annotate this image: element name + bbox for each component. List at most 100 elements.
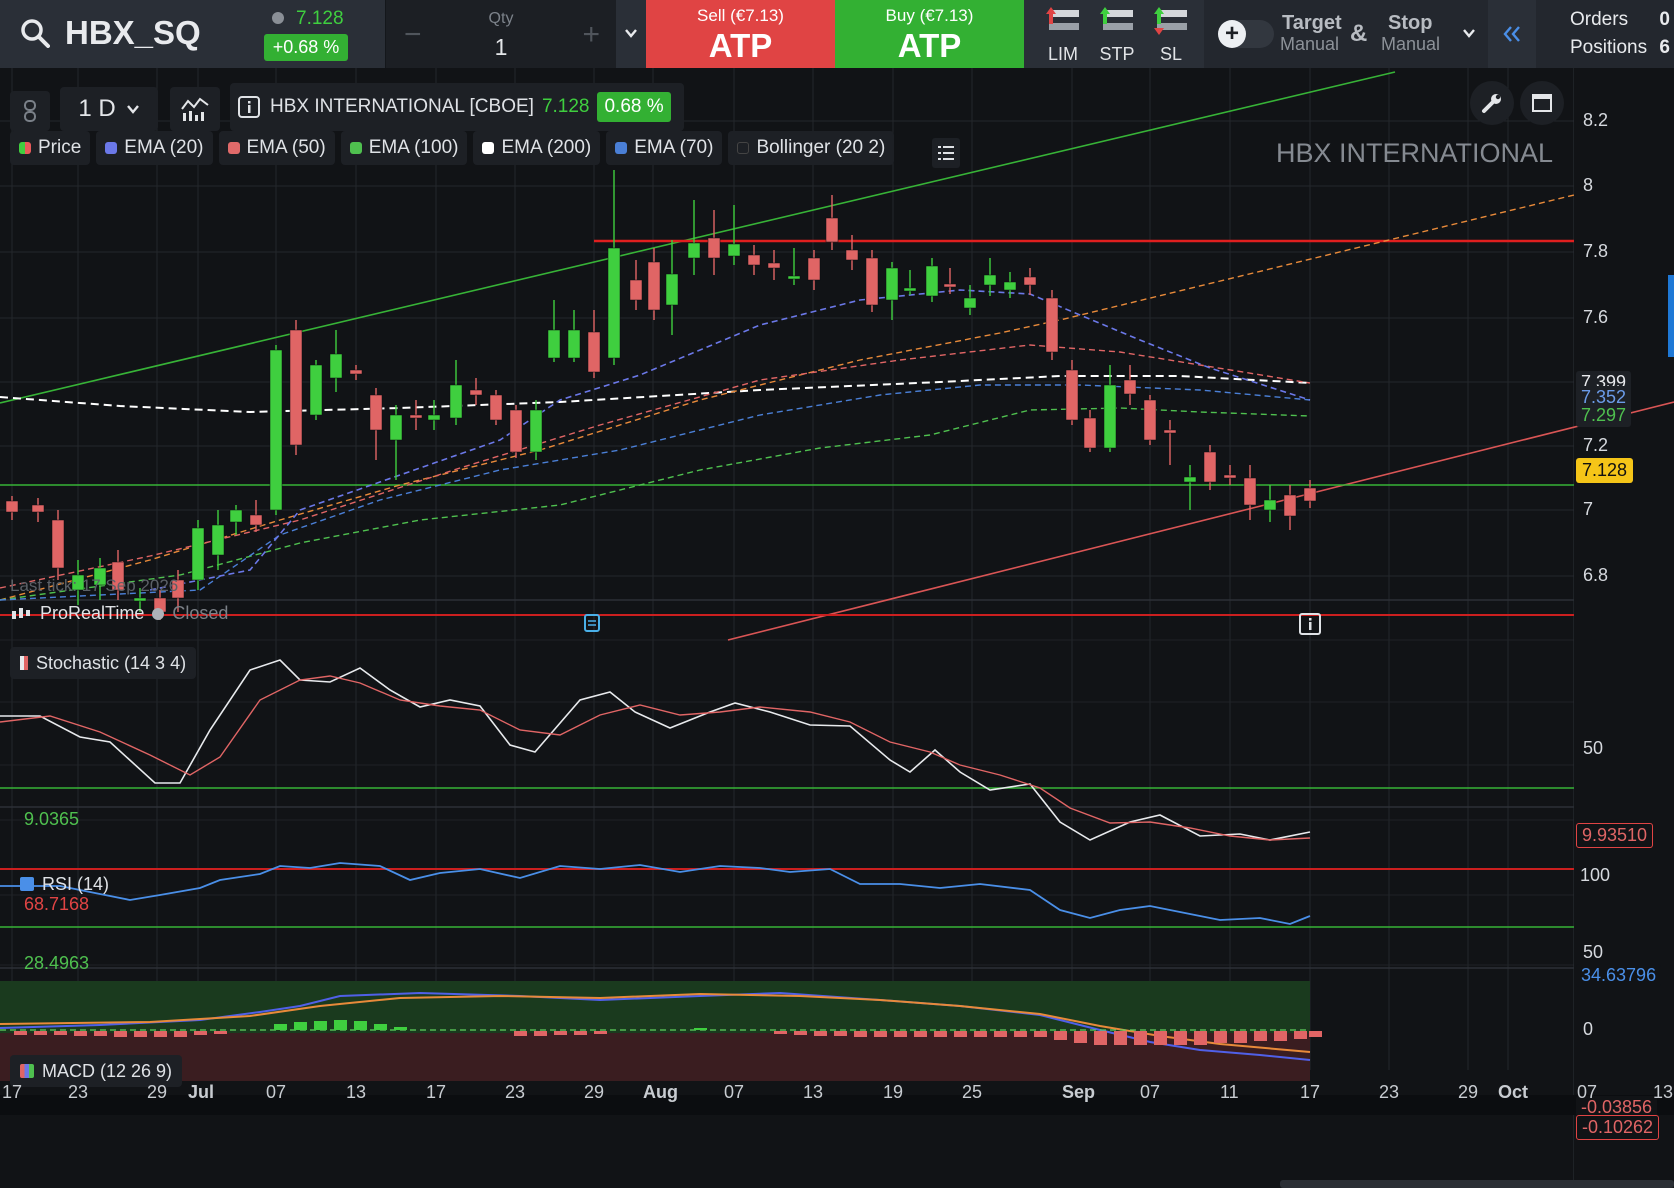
candle-body xyxy=(1143,399,1157,441)
buy-order-type: ATP xyxy=(897,27,962,64)
rsi-low-level: 28.4963 xyxy=(24,953,90,973)
order-ticket-bar: HBX_SQ 7.128 +0.68 % − Qty 1 + Sell (€7.… xyxy=(0,0,1674,68)
candle-body xyxy=(289,329,303,446)
candle-body xyxy=(665,273,679,306)
macd-bar xyxy=(574,1031,587,1035)
candle-body xyxy=(1083,417,1097,449)
time-tick: 07 xyxy=(724,1082,745,1102)
chevron-down-icon xyxy=(126,105,139,114)
candle-body xyxy=(1123,379,1137,395)
macd-histogram xyxy=(14,1020,1322,1045)
macd-bar xyxy=(874,1031,887,1037)
stochastic-axis-50: 50 xyxy=(1583,738,1604,758)
lim-order-button[interactable]: LIM xyxy=(1038,6,1088,65)
legend-item[interactable]: EMA (70) xyxy=(606,131,723,165)
chevron-down-icon[interactable] xyxy=(1462,26,1476,40)
change-badge: +0.68 % xyxy=(264,34,348,61)
search-icon[interactable] xyxy=(20,18,50,48)
sell-button[interactable]: Sell (€7.13) ATP xyxy=(646,0,835,68)
rsi-label-text: RSI (14) xyxy=(42,873,110,894)
quantity-stepper[interactable]: − Qty 1 + xyxy=(386,0,616,68)
candle-body xyxy=(885,267,899,301)
candle-body xyxy=(449,384,463,419)
legend-item[interactable]: EMA (100) xyxy=(340,131,468,165)
last-price: 7.128 xyxy=(296,8,344,29)
qty-dropdown-button[interactable] xyxy=(616,0,646,68)
time-tick: 17 xyxy=(2,1082,23,1102)
stop-order-icon xyxy=(1100,7,1133,30)
legend-item[interactable]: EMA (20) xyxy=(96,131,213,165)
sl-order-button[interactable]: SL xyxy=(1146,6,1196,65)
timeframe-selector[interactable]: 1 D xyxy=(60,87,158,131)
stp-label: STP xyxy=(1099,44,1135,64)
target-mode[interactable]: Manual xyxy=(1280,34,1340,54)
chart-tools-button[interactable] xyxy=(1470,81,1514,125)
plus-circle-icon[interactable]: + xyxy=(1218,20,1246,48)
info-icon[interactable] xyxy=(238,96,260,118)
candle-body xyxy=(349,369,363,375)
price-chart-canvas[interactable] xyxy=(0,68,1674,1188)
symbol-panel[interactable]: HBX_SQ 7.128 +0.68 % xyxy=(0,0,386,68)
macd-bar xyxy=(934,1031,947,1037)
target-label[interactable]: Target xyxy=(1282,12,1342,34)
candle-body xyxy=(1203,451,1217,483)
chart-window-button[interactable] xyxy=(1520,81,1564,125)
stochastic-label[interactable]: Stochastic (14 3 4) xyxy=(10,647,197,679)
candle-body xyxy=(469,389,483,396)
document-icon[interactable] xyxy=(584,614,600,632)
stop-mode[interactable]: Manual xyxy=(1381,34,1441,54)
indicators-button[interactable] xyxy=(170,87,220,131)
price-tick: 7 xyxy=(1583,499,1594,519)
legend-item-label: EMA (50) xyxy=(246,137,326,158)
macd-bar xyxy=(1234,1031,1247,1043)
macd-bar xyxy=(814,1031,827,1036)
chart-workspace[interactable]: 1 D HBX INTERNATIONAL [CBOE] 7.128 0.68 … xyxy=(0,68,1674,1188)
qty-increment-button[interactable]: + xyxy=(582,18,600,51)
candle-body xyxy=(211,524,225,556)
legend-item[interactable]: EMA (200) xyxy=(473,131,601,165)
macd-label[interactable]: MACD (12 26 9) xyxy=(10,1055,183,1087)
orders-positions-summary[interactable]: Orders 0 Positions 6 xyxy=(1536,0,1674,68)
stochastic-low-level: 9.0365 xyxy=(24,809,80,829)
legend-item[interactable]: Bollinger (20 2) xyxy=(728,131,895,165)
rsi-axis-50: 50 xyxy=(1583,942,1604,962)
legend-item-label: Price xyxy=(38,137,82,158)
limit-order-icon xyxy=(1046,7,1079,30)
macd-bar xyxy=(834,1031,847,1036)
legend-item[interactable]: EMA (50) xyxy=(218,131,335,165)
time-tick: 13 xyxy=(1653,1082,1674,1102)
macd-bar xyxy=(1174,1031,1187,1045)
qty-decrement-button[interactable]: − xyxy=(404,18,422,51)
stop-label[interactable]: Stop xyxy=(1388,12,1433,34)
legend-item-label: EMA (20) xyxy=(124,137,204,158)
time-tick: 13 xyxy=(803,1082,824,1102)
instrument-info-bar[interactable]: HBX INTERNATIONAL [CBOE] 7.128 0.68 % xyxy=(230,83,684,131)
candle-body xyxy=(547,329,561,359)
legend-item[interactable]: Price xyxy=(10,131,91,165)
sl-label: SL xyxy=(1159,44,1183,64)
stp-order-button[interactable]: STP xyxy=(1092,6,1142,65)
candle-body xyxy=(607,247,621,359)
macd-bar xyxy=(194,1031,207,1035)
macd-bar xyxy=(1054,1031,1067,1040)
qty-input[interactable]: 1 xyxy=(494,34,508,60)
candle-body xyxy=(489,394,503,421)
stochastic-value-tag: 9.93510 xyxy=(1576,823,1654,848)
symbol-name[interactable]: HBX_SQ xyxy=(65,14,201,51)
chart-link-button[interactable] xyxy=(10,91,50,131)
buy-button[interactable]: Buy (€7.13) ATP xyxy=(835,0,1024,68)
stochastic-k xyxy=(0,659,1311,841)
candle-body xyxy=(31,504,45,513)
macd-label-text: MACD (12 26 9) xyxy=(42,1060,173,1081)
candle-body xyxy=(111,561,125,591)
candle-body xyxy=(707,237,721,259)
rsi-label[interactable]: RSI (14) xyxy=(10,868,119,900)
event-info-icon[interactable] xyxy=(1299,613,1321,635)
collapse-panel-button[interactable] xyxy=(1488,0,1536,68)
candle-body xyxy=(747,254,761,266)
macd-bar xyxy=(334,1020,347,1030)
ema-200 xyxy=(0,375,1311,414)
legend-menu-button[interactable] xyxy=(932,138,960,168)
macd-positive-zone xyxy=(0,981,1310,1033)
macd-bar xyxy=(354,1021,367,1030)
